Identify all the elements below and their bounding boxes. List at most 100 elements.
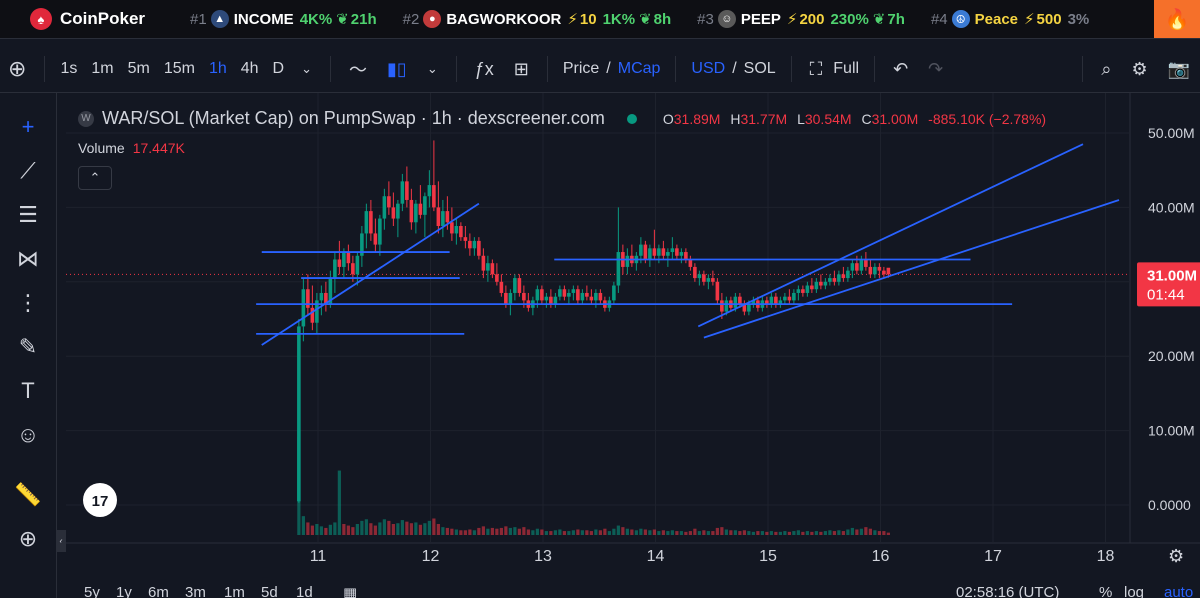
divider xyxy=(455,56,457,82)
y-tick-label: 40.00M xyxy=(1148,199,1195,215)
layout-icon[interactable]: ⊞ xyxy=(513,58,529,79)
range-1y[interactable]: 1y xyxy=(116,584,132,598)
volume-bar xyxy=(432,518,436,535)
sol-toggle[interactable]: SOL xyxy=(743,60,776,77)
bottom-bar: 5y 1y 6m 3m 1m 5d 1d ▦ 02:58:16 (UTC) % … xyxy=(56,584,1200,598)
quick-search-icon[interactable]: ⌕ xyxy=(1101,58,1112,79)
forecast-icon[interactable]: ⋮ xyxy=(17,290,39,315)
volume-bar xyxy=(670,530,674,535)
volume-bar xyxy=(886,532,890,535)
interval-5m[interactable]: 5m xyxy=(127,60,150,77)
ruler-icon[interactable]: 📏 xyxy=(14,482,42,507)
fullscreen-icon[interactable]: ⛶ xyxy=(809,58,823,79)
emoji-icon[interactable]: ☺ xyxy=(16,422,40,447)
interval-4h[interactable]: 4h xyxy=(240,60,259,77)
trending-item-3[interactable]: #3 ☺ PEEP ⚡ 200 230% ❦ 7h xyxy=(697,10,905,28)
volume-bar xyxy=(859,528,863,535)
candles-icon[interactable]: ▮▯ xyxy=(387,58,407,79)
percent-toggle[interactable]: % xyxy=(1099,584,1113,598)
usd-toggle[interactable]: USD xyxy=(691,60,726,77)
candle-body xyxy=(477,240,481,256)
range-3m[interactable]: 3m xyxy=(185,584,206,598)
volume-bar xyxy=(405,521,409,535)
chevron-down-icon[interactable]: ⌄ xyxy=(426,61,438,76)
fib-icon[interactable]: ☰ xyxy=(18,202,38,227)
add-symbol-icon[interactable]: ⊕ xyxy=(8,56,27,81)
volume-bar xyxy=(481,526,485,535)
candle-body xyxy=(463,237,468,241)
range-5y[interactable]: 5y xyxy=(84,584,100,598)
camera-icon[interactable]: 📷 xyxy=(1167,58,1190,79)
trending-item-2[interactable]: #2 ● BAGWORKOOR ⚡ 10 1K% ❦ 8h xyxy=(403,10,671,28)
volume-bar xyxy=(648,530,652,535)
trending-item-1[interactable]: #1 ▲ INCOME 4K% ❦ 21h xyxy=(190,10,377,28)
axis-settings-icon: ⚙ xyxy=(1168,546,1184,567)
range-5d[interactable]: 5d xyxy=(261,584,278,598)
mcap-toggle[interactable]: MCap xyxy=(617,60,661,77)
range-1m[interactable]: 1m xyxy=(224,584,245,598)
brush-icon[interactable]: ✎ xyxy=(18,334,38,359)
candle-body xyxy=(297,326,301,502)
candle-body xyxy=(333,259,337,279)
volume-bar xyxy=(535,528,539,535)
trending-item-4[interactable]: #4 ☮ Peace ⚡ 500 3% xyxy=(931,10,1093,28)
candle-body xyxy=(310,307,315,323)
volume-bar xyxy=(724,529,728,535)
interval-d[interactable]: D xyxy=(272,60,285,77)
utc-clock[interactable]: 02:58:16 (UTC) xyxy=(956,584,1060,598)
candle-body xyxy=(643,244,648,260)
line-chart-icon[interactable]: 〜 xyxy=(349,60,367,80)
volume-bar xyxy=(378,522,382,535)
interval-1m[interactable]: 1m xyxy=(91,60,114,77)
calendar-icon[interactable]: ▦ xyxy=(343,585,358,598)
trending-age: 21h xyxy=(350,10,377,28)
candle-body xyxy=(396,203,400,219)
volume-bar xyxy=(513,527,517,535)
volume-bar xyxy=(760,531,764,535)
interval-1h[interactable]: 1h xyxy=(208,60,227,77)
candle-body xyxy=(648,248,652,260)
trending-rank: #1 xyxy=(190,10,207,28)
range-1d[interactable]: 1d xyxy=(296,584,313,598)
collapse-legend-button[interactable]: ⌃ xyxy=(78,166,112,190)
volume-bar xyxy=(301,516,305,535)
candle-body xyxy=(414,203,418,223)
interval-1s[interactable]: 1s xyxy=(60,60,78,77)
volume-bar xyxy=(657,531,661,535)
chevron-down-icon[interactable]: ⌄ xyxy=(301,61,312,76)
full-button[interactable]: Full xyxy=(833,60,860,77)
candle-body xyxy=(535,289,540,301)
interval-15m[interactable]: 15m xyxy=(163,60,195,77)
pattern-icon[interactable]: ⋈ xyxy=(17,246,39,271)
candle-body xyxy=(468,240,472,249)
gear-icon[interactable]: ⚙ xyxy=(1131,58,1148,79)
volume-bar xyxy=(697,531,701,535)
crosshair-icon[interactable]: + xyxy=(21,114,35,139)
candle-body xyxy=(423,196,427,215)
fire-icon[interactable]: 🔥 xyxy=(1154,0,1200,38)
candle-body xyxy=(427,185,432,197)
trend-line-icon[interactable]: ⟋ xyxy=(20,158,36,183)
undo-icon[interactable]: ↶ xyxy=(893,58,909,79)
range-6m[interactable]: 6m xyxy=(148,584,169,598)
redo-icon[interactable]: ↷ xyxy=(928,58,944,79)
volume-bar xyxy=(414,522,418,535)
candle-body xyxy=(796,289,801,293)
zoom-icon[interactable]: ⊕ xyxy=(18,526,38,551)
candle-body xyxy=(693,266,697,279)
collapse-sidebar-button[interactable]: ‹ xyxy=(56,530,66,552)
brand[interactable]: ♠ CoinPoker xyxy=(0,8,190,30)
log-toggle[interactable]: log xyxy=(1124,584,1145,598)
candle-body xyxy=(364,211,369,234)
indicators-icon[interactable]: ƒx xyxy=(474,58,494,79)
text-icon[interactable]: T xyxy=(21,378,35,403)
price-toggle[interactable]: Price xyxy=(562,60,600,77)
volume-bar xyxy=(450,528,454,535)
volume-bar xyxy=(517,528,521,535)
candle-body xyxy=(508,292,513,305)
y-tick-label: 20.00M xyxy=(1148,348,1195,364)
volume-bar xyxy=(553,530,557,535)
auto-toggle[interactable]: auto xyxy=(1164,584,1194,598)
y-tick-label: 0.0000 xyxy=(1148,497,1191,513)
